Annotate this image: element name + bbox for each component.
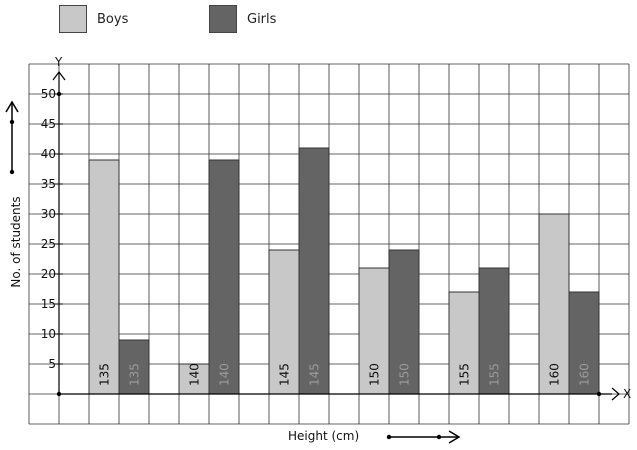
y-direction-start-dot [9, 169, 15, 175]
y-direction-dot [9, 119, 15, 125]
bar-label-girls-145: 145 [308, 363, 322, 386]
y-tick-label: 40 [41, 147, 56, 161]
y-direction-arrowhead-icon [5, 100, 19, 113]
chart-axes: XY [5, 55, 631, 444]
bar-label-boys-160: 160 [548, 363, 562, 386]
y-tick-label: 45 [41, 117, 56, 131]
x-direction-start-dot [386, 434, 392, 440]
y-tick-label: 50 [41, 87, 56, 101]
x-axis-title: Height (cm) [288, 429, 360, 443]
bar-boys-155 [448, 291, 480, 395]
bar-label-boys-150: 150 [368, 363, 382, 386]
legend-item-girls: Girls [209, 4, 276, 34]
bar-label-girls-155: 155 [488, 363, 502, 386]
legend-swatch-girls [209, 5, 237, 33]
x-axis-end-dot [596, 391, 602, 397]
y-tick-label: 5 [48, 357, 56, 371]
bar-boys-160 [538, 213, 570, 395]
bar-label-girls-150: 150 [398, 363, 412, 386]
bar-girls-135 [118, 339, 150, 395]
bar-boys-140 [178, 363, 210, 395]
legend-label-boys: Boys [97, 11, 129, 27]
y-axis-arrow-icon [52, 71, 66, 81]
legend-item-boys: Boys [59, 4, 128, 34]
chart-bars: 135 135 140 140 145 145 150 150 155 155 160 160 [88, 147, 600, 395]
bar-girls-150 [388, 249, 420, 395]
bar-label-girls-160: 160 [578, 363, 592, 386]
bar-boys-135 [88, 159, 120, 395]
bar-label-girls-140: 140 [218, 363, 232, 386]
bar-girls-145 [298, 147, 330, 395]
y-tick-label: 30 [41, 207, 56, 221]
bar-label-boys-135: 135 [98, 363, 112, 386]
chart-ticks: 5 10 15 20 25 30 35 40 45 50 [41, 87, 63, 371]
bar-boys-150 [358, 267, 390, 395]
x-axis-letter: X [623, 387, 631, 401]
bar-label-boys-140: 140 [188, 363, 202, 386]
legend-swatch-boys [59, 5, 87, 33]
origin-dot [56, 391, 62, 397]
x-axis-arrow-icon [611, 387, 620, 401]
bar-label-boys-155: 155 [458, 363, 472, 386]
bar-label-girls-135: 135 [128, 363, 142, 386]
y-tick-label: 35 [41, 177, 56, 191]
y-tick-label: 15 [41, 297, 56, 311]
y-tick-label: 25 [41, 237, 56, 251]
bar-girls-155 [478, 267, 510, 395]
y-axis-letter: Y [54, 55, 63, 69]
y-tick-label: 20 [41, 267, 56, 281]
bar-label-boys-145: 145 [278, 363, 292, 386]
y-axis-title: No. of students [9, 196, 23, 288]
x-direction-arrowhead-icon [448, 430, 461, 444]
bar-girls-140 [208, 159, 240, 395]
y-tick-label: 10 [41, 327, 56, 341]
bar-girls-160 [568, 291, 600, 395]
legend-label-girls: Girls [247, 11, 277, 27]
x-direction-dot [436, 434, 442, 440]
